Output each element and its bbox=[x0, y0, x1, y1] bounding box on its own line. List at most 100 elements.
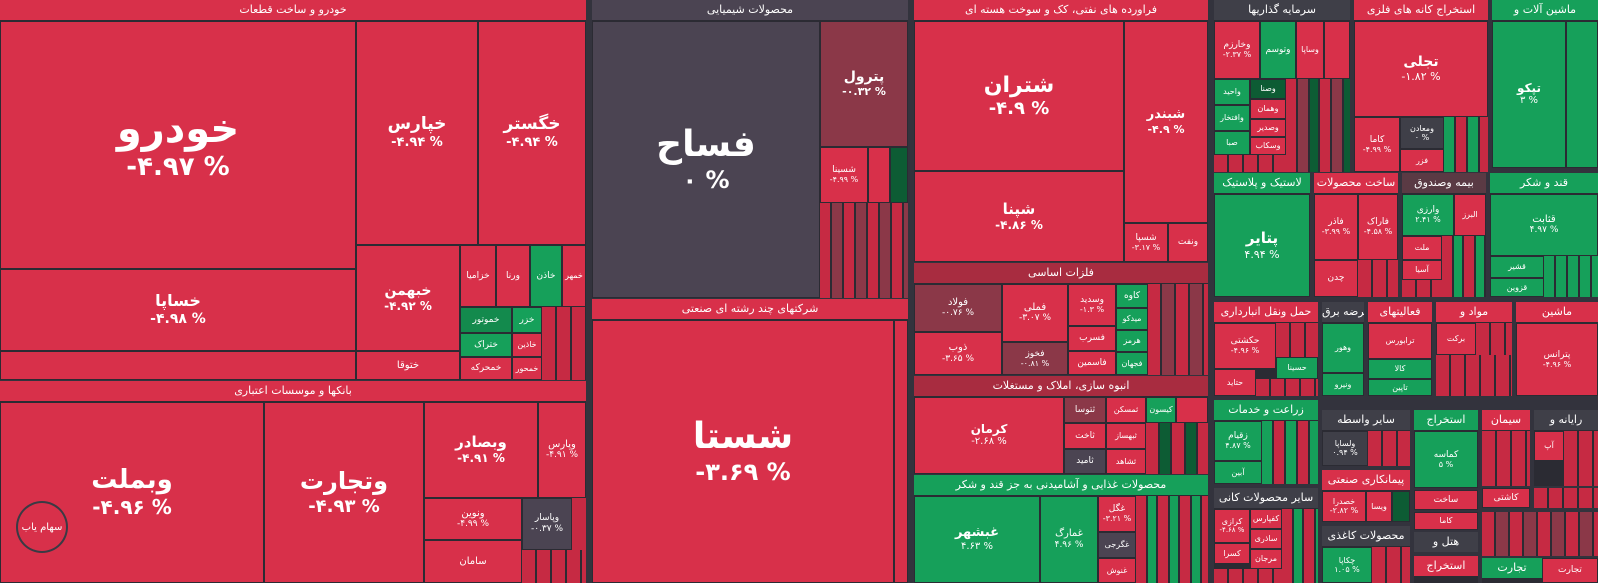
tile-ptayer[interactable]: پتایر ۴.۹۴ % bbox=[1214, 194, 1310, 297]
tile-tejarat2[interactable]: تجارت bbox=[1542, 558, 1598, 583]
tile-vsapa[interactable]: وساپا bbox=[1296, 21, 1324, 79]
tile-sba[interactable]: صبا bbox=[1214, 131, 1250, 155]
tile-chaden[interactable]: چدن bbox=[1314, 260, 1358, 297]
tile-fazar2[interactable]: فاذر -۳.۹۹ % bbox=[1314, 194, 1358, 260]
tile-kama[interactable]: کاما -۴.۹۹ % bbox=[1354, 117, 1400, 172]
tile-vrazi[interactable]: وارزی ۲.۴۱ % bbox=[1402, 194, 1454, 236]
tile-hkeshti[interactable]: حکشتی -۴.۹۶ % bbox=[1214, 323, 1276, 369]
tile-shaspa[interactable]: شسپا -۳.۱۷ % bbox=[1124, 223, 1168, 262]
tile-khmehvar[interactable]: خمحور bbox=[512, 357, 542, 380]
tile-ghshahr[interactable]: غبشهر ۴.۶۳ % bbox=[914, 496, 1040, 583]
tile-kmasa[interactable]: کماسه ۵ % bbox=[1414, 431, 1478, 488]
tile-inv-b[interactable] bbox=[1324, 21, 1350, 79]
tile-vmadan[interactable]: ومعادن ۰ % bbox=[1400, 117, 1444, 149]
tile-vsana[interactable]: وصنا bbox=[1250, 79, 1286, 99]
tile-kasra[interactable]: کسرا bbox=[1214, 543, 1250, 564]
tile-vasdid[interactable]: وسدید -۱.۳ % bbox=[1068, 284, 1116, 326]
tile-midko[interactable]: میدکو bbox=[1116, 308, 1148, 330]
tile-kashti[interactable]: کاشتی bbox=[1482, 488, 1530, 508]
tile-tekeo[interactable]: تپکو ۳ % bbox=[1492, 21, 1566, 168]
tile-vtousam[interactable]: وتوسم bbox=[1260, 21, 1296, 79]
tile-thakht[interactable]: ثاخت bbox=[1064, 423, 1106, 449]
tile-kama2[interactable]: کاما bbox=[1414, 512, 1478, 530]
tile-abin[interactable]: آبین bbox=[1214, 461, 1262, 484]
tile-multi-b[interactable] bbox=[894, 320, 908, 583]
tile-thshahed[interactable]: ثشاهد bbox=[1106, 449, 1146, 474]
tile-ghgoosh[interactable]: غنوش bbox=[1098, 558, 1136, 583]
tile-petrol[interactable]: پترول -۰.۳۲ % bbox=[820, 21, 908, 147]
tile-fazar[interactable]: فزر bbox=[1400, 149, 1444, 172]
tile-zglam[interactable]: زقیام ۴.۸۷ % bbox=[1214, 421, 1262, 461]
tile-khadhin[interactable]: خاذین bbox=[512, 333, 542, 357]
tile-sakht[interactable]: ساخت bbox=[1414, 490, 1478, 510]
tile-khsapa[interactable]: خساپا -۴.۹۸ % bbox=[0, 269, 356, 351]
tile-re-b[interactable] bbox=[1176, 397, 1208, 423]
tile-fameli[interactable]: فملی -۳.۰۷ % bbox=[1002, 284, 1068, 342]
tile-shasta[interactable]: شستا -۳.۶۹ % bbox=[592, 320, 894, 583]
tile-vaahid[interactable]: واحید bbox=[1214, 79, 1250, 105]
tile-sazeri[interactable]: ساذری bbox=[1250, 529, 1282, 549]
tile-khmotor[interactable]: خموتور bbox=[460, 307, 512, 333]
tile-chekapa[interactable]: چکاپا ۱.۰۵ % bbox=[1322, 547, 1372, 583]
tile-fjahan[interactable]: فجهان bbox=[1116, 352, 1148, 375]
tile-khsapa-bottom[interactable] bbox=[0, 351, 356, 380]
tile-vparis[interactable]: وپارس -۴.۹۱ % bbox=[538, 402, 586, 498]
tile-khazar[interactable]: خزر bbox=[512, 307, 542, 333]
tile-shsina[interactable]: شسینا -۴.۹۹ % bbox=[820, 147, 868, 203]
tile-hetaid[interactable]: حتاید bbox=[1214, 369, 1256, 396]
tile-farak[interactable]: فاراک -۴.۵۸ % bbox=[1358, 194, 1398, 260]
tile-khegostar[interactable]: خگستر -۴.۹۴ % bbox=[478, 21, 586, 245]
tile-shbandar[interactable]: شبندر -۴.۹ % bbox=[1124, 21, 1208, 223]
tile-tajali[interactable]: تجلی -۱.۸۲ % bbox=[1354, 21, 1488, 117]
tile-ghbat[interactable]: قثابت ۴.۹۷ % bbox=[1490, 194, 1598, 256]
tile-vtejarat[interactable]: وتجارت -۴.۹۳ % bbox=[264, 402, 424, 583]
tile-ghgorji[interactable]: غگرجی bbox=[1098, 532, 1136, 558]
tile-zob[interactable]: ذوب -۳.۶۵ % bbox=[914, 332, 1002, 375]
tile-khbahman[interactable]: خبهمن -۴.۹۲ % bbox=[356, 245, 460, 351]
tile-thamid[interactable]: ثامید bbox=[1064, 449, 1106, 474]
tile-vsadir[interactable]: وصدیر bbox=[1250, 119, 1286, 137]
tile-vsakab[interactable]: وسکاب bbox=[1250, 137, 1286, 155]
tile-mellat[interactable]: ملت bbox=[1402, 236, 1442, 260]
tile-vsalpa[interactable]: ولساپا ۰.۹۴ % bbox=[1322, 431, 1368, 466]
tile-chem-c[interactable] bbox=[890, 147, 908, 203]
tile-khtrak[interactable]: ختراک bbox=[460, 333, 512, 357]
tile-vbsamr[interactable]: وپاسار -۰.۳۷ % bbox=[522, 498, 572, 550]
tile-vnovin[interactable]: ونوین -۴.۹۹ % bbox=[424, 498, 522, 540]
tile-berkat[interactable]: برکت bbox=[1436, 323, 1476, 355]
tile-ap[interactable]: آپ bbox=[1534, 431, 1564, 461]
tile-vbsader[interactable]: وبصادر -۴.۹۱ % bbox=[424, 402, 538, 498]
tile-khodro[interactable]: خودرو -۴.۹۷ % bbox=[0, 21, 356, 269]
tile-khazen[interactable]: خاذن bbox=[530, 245, 562, 307]
tile-vnir[interactable]: ونیرو bbox=[1322, 373, 1364, 396]
tile-kave[interactable]: کاوه bbox=[1116, 284, 1148, 308]
tile-mach-b[interactable] bbox=[1566, 21, 1598, 168]
tile-kisoun[interactable]: کیسون bbox=[1146, 397, 1176, 423]
tile-trabors[interactable]: ترابورس bbox=[1368, 323, 1432, 359]
tile-vrna[interactable]: ورنا bbox=[496, 245, 530, 307]
tile-kerman[interactable]: کرمان -۲.۶۸ % bbox=[914, 397, 1064, 474]
tile-khsazeh[interactable]: خصدرا -۲.۸۲ % bbox=[1322, 491, 1366, 522]
tile-vkharazm[interactable]: وخارزم -۲.۳۷ % bbox=[1214, 21, 1260, 79]
tile-saman[interactable]: سامان bbox=[424, 540, 522, 583]
tile-asia[interactable]: آسیا bbox=[1402, 260, 1442, 280]
tile-fasah[interactable]: فساح ۰ % bbox=[592, 21, 820, 298]
tile-fgasemin[interactable]: فاسمین bbox=[1068, 351, 1116, 375]
tile-alborz[interactable]: البرز bbox=[1454, 194, 1486, 236]
tile-kfpars[interactable]: کفپارس bbox=[1250, 509, 1282, 529]
tile-shpna[interactable]: شپنا -۴.۸۶ % bbox=[914, 171, 1124, 262]
tile-cont-b[interactable] bbox=[1392, 491, 1410, 522]
tile-vaftkhar[interactable]: وافتخار bbox=[1214, 105, 1250, 131]
tile-visa[interactable]: ویسا bbox=[1366, 491, 1392, 522]
tile-thmaskan[interactable]: ثمسکن bbox=[1106, 397, 1146, 423]
tile-ghgol[interactable]: غگل -۳.۲۱ % bbox=[1098, 496, 1136, 532]
tile-khmehr[interactable]: خمهر bbox=[562, 245, 586, 307]
tile-tanvin[interactable]: تاپین bbox=[1368, 379, 1432, 396]
tile-khmehrkeh[interactable]: خمحرکه bbox=[460, 357, 512, 380]
tile-chem-b[interactable] bbox=[868, 147, 890, 203]
tile-foolad[interactable]: فولاد -۰.۷۶ % bbox=[914, 284, 1002, 332]
tile-ghshir[interactable]: قشیر bbox=[1490, 256, 1544, 278]
tile-fkhoz[interactable]: فخوز -۰.۸۱ % bbox=[1002, 342, 1068, 375]
tile-vbmellat[interactable]: وبملت -۴.۹۶ % bbox=[0, 402, 264, 583]
tile-thbahsaz[interactable]: ثبهساز bbox=[1106, 423, 1146, 449]
